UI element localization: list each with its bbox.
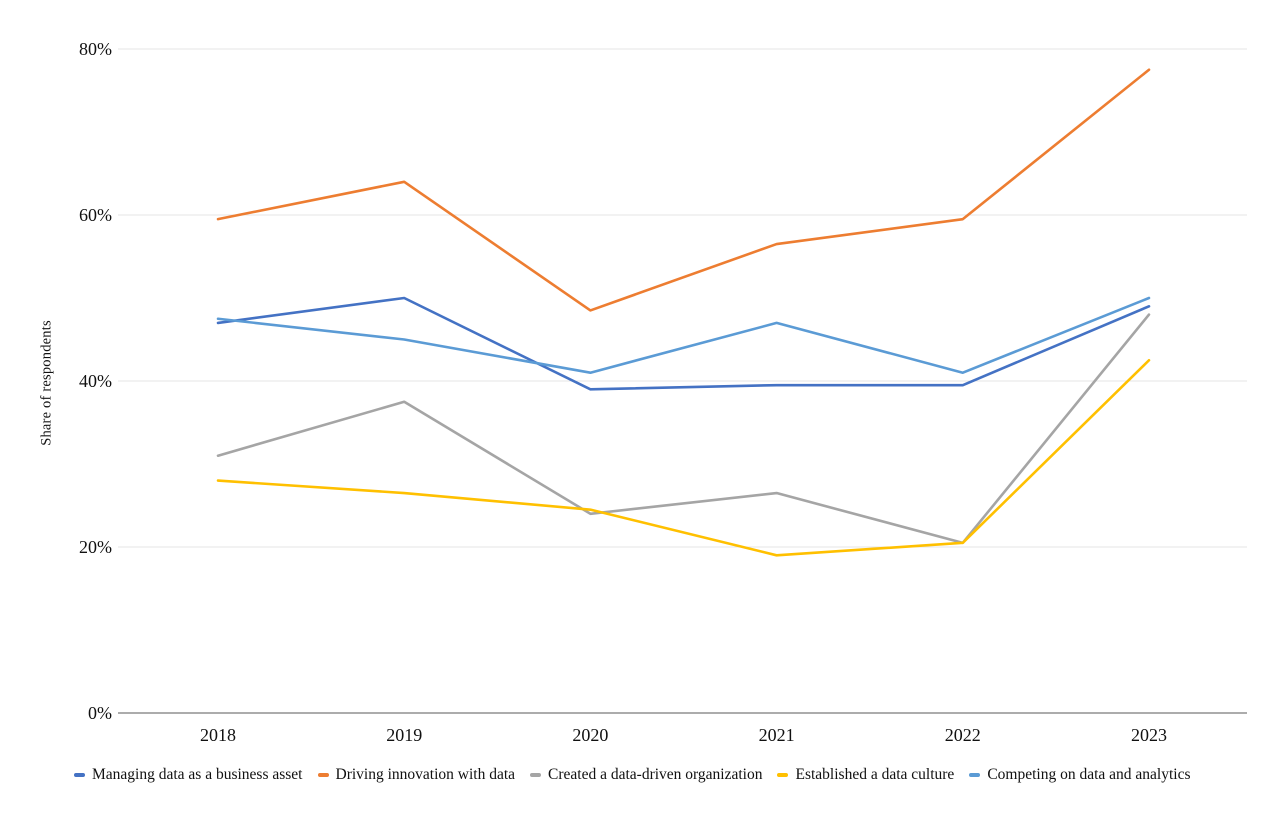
legend-label: Managing data as a business asset <box>92 766 303 783</box>
legend-marker-icon <box>74 773 85 777</box>
series-line-driving-innovation-with-data <box>216 68 1151 312</box>
x-tick-label: 2018 <box>200 725 236 745</box>
legend-item-driving-innovation-with-data: Driving innovation with data <box>317 764 516 786</box>
legend-label: Driving innovation with data <box>335 766 516 783</box>
series-line-established-a-data-culture <box>216 358 1151 557</box>
legend-label: Created a data-driven organization <box>548 766 763 783</box>
x-tick-label: 2020 <box>572 725 609 745</box>
series-line-competing-on-data-and-analytics <box>216 296 1151 375</box>
y-tick-label: 20% <box>79 537 112 557</box>
x-tick-label: 2022 <box>944 725 981 745</box>
y-tick-label: 0% <box>88 703 112 723</box>
legend-item-created-a-data-driven-organization: Created a data-driven organization <box>530 764 762 786</box>
y-tick-label: 40% <box>79 371 112 391</box>
legend-label: Competing on data and analytics <box>987 766 1191 783</box>
series-line-managing-data-as-a-business-asset <box>216 296 1151 391</box>
x-tick-label: 2023 <box>1131 725 1167 745</box>
x-tick-label: 2019 <box>386 725 423 745</box>
series-line-created-a-data-driven-organization <box>216 313 1151 545</box>
legend-marker-icon <box>530 773 542 777</box>
legend-item-managing-data-as-a-business-asset: Managing data as a business asset <box>74 764 303 786</box>
x-tick-label: 2021 <box>758 725 795 745</box>
legend-item-competing-on-data-and-analytics: Competing on data and analytics <box>969 764 1191 786</box>
y-tick-label: 80% <box>79 39 112 59</box>
legend-item-established-a-data-culture: Established a data culture <box>777 764 954 786</box>
y-tick-label: 60% <box>79 205 112 225</box>
legend-marker-icon <box>777 773 789 777</box>
legend-label: Established a data culture <box>795 766 955 783</box>
legend-marker-icon <box>969 773 981 777</box>
legend-marker-icon <box>317 773 329 777</box>
legend: Managing data as a business asset Driving… <box>74 764 1242 786</box>
